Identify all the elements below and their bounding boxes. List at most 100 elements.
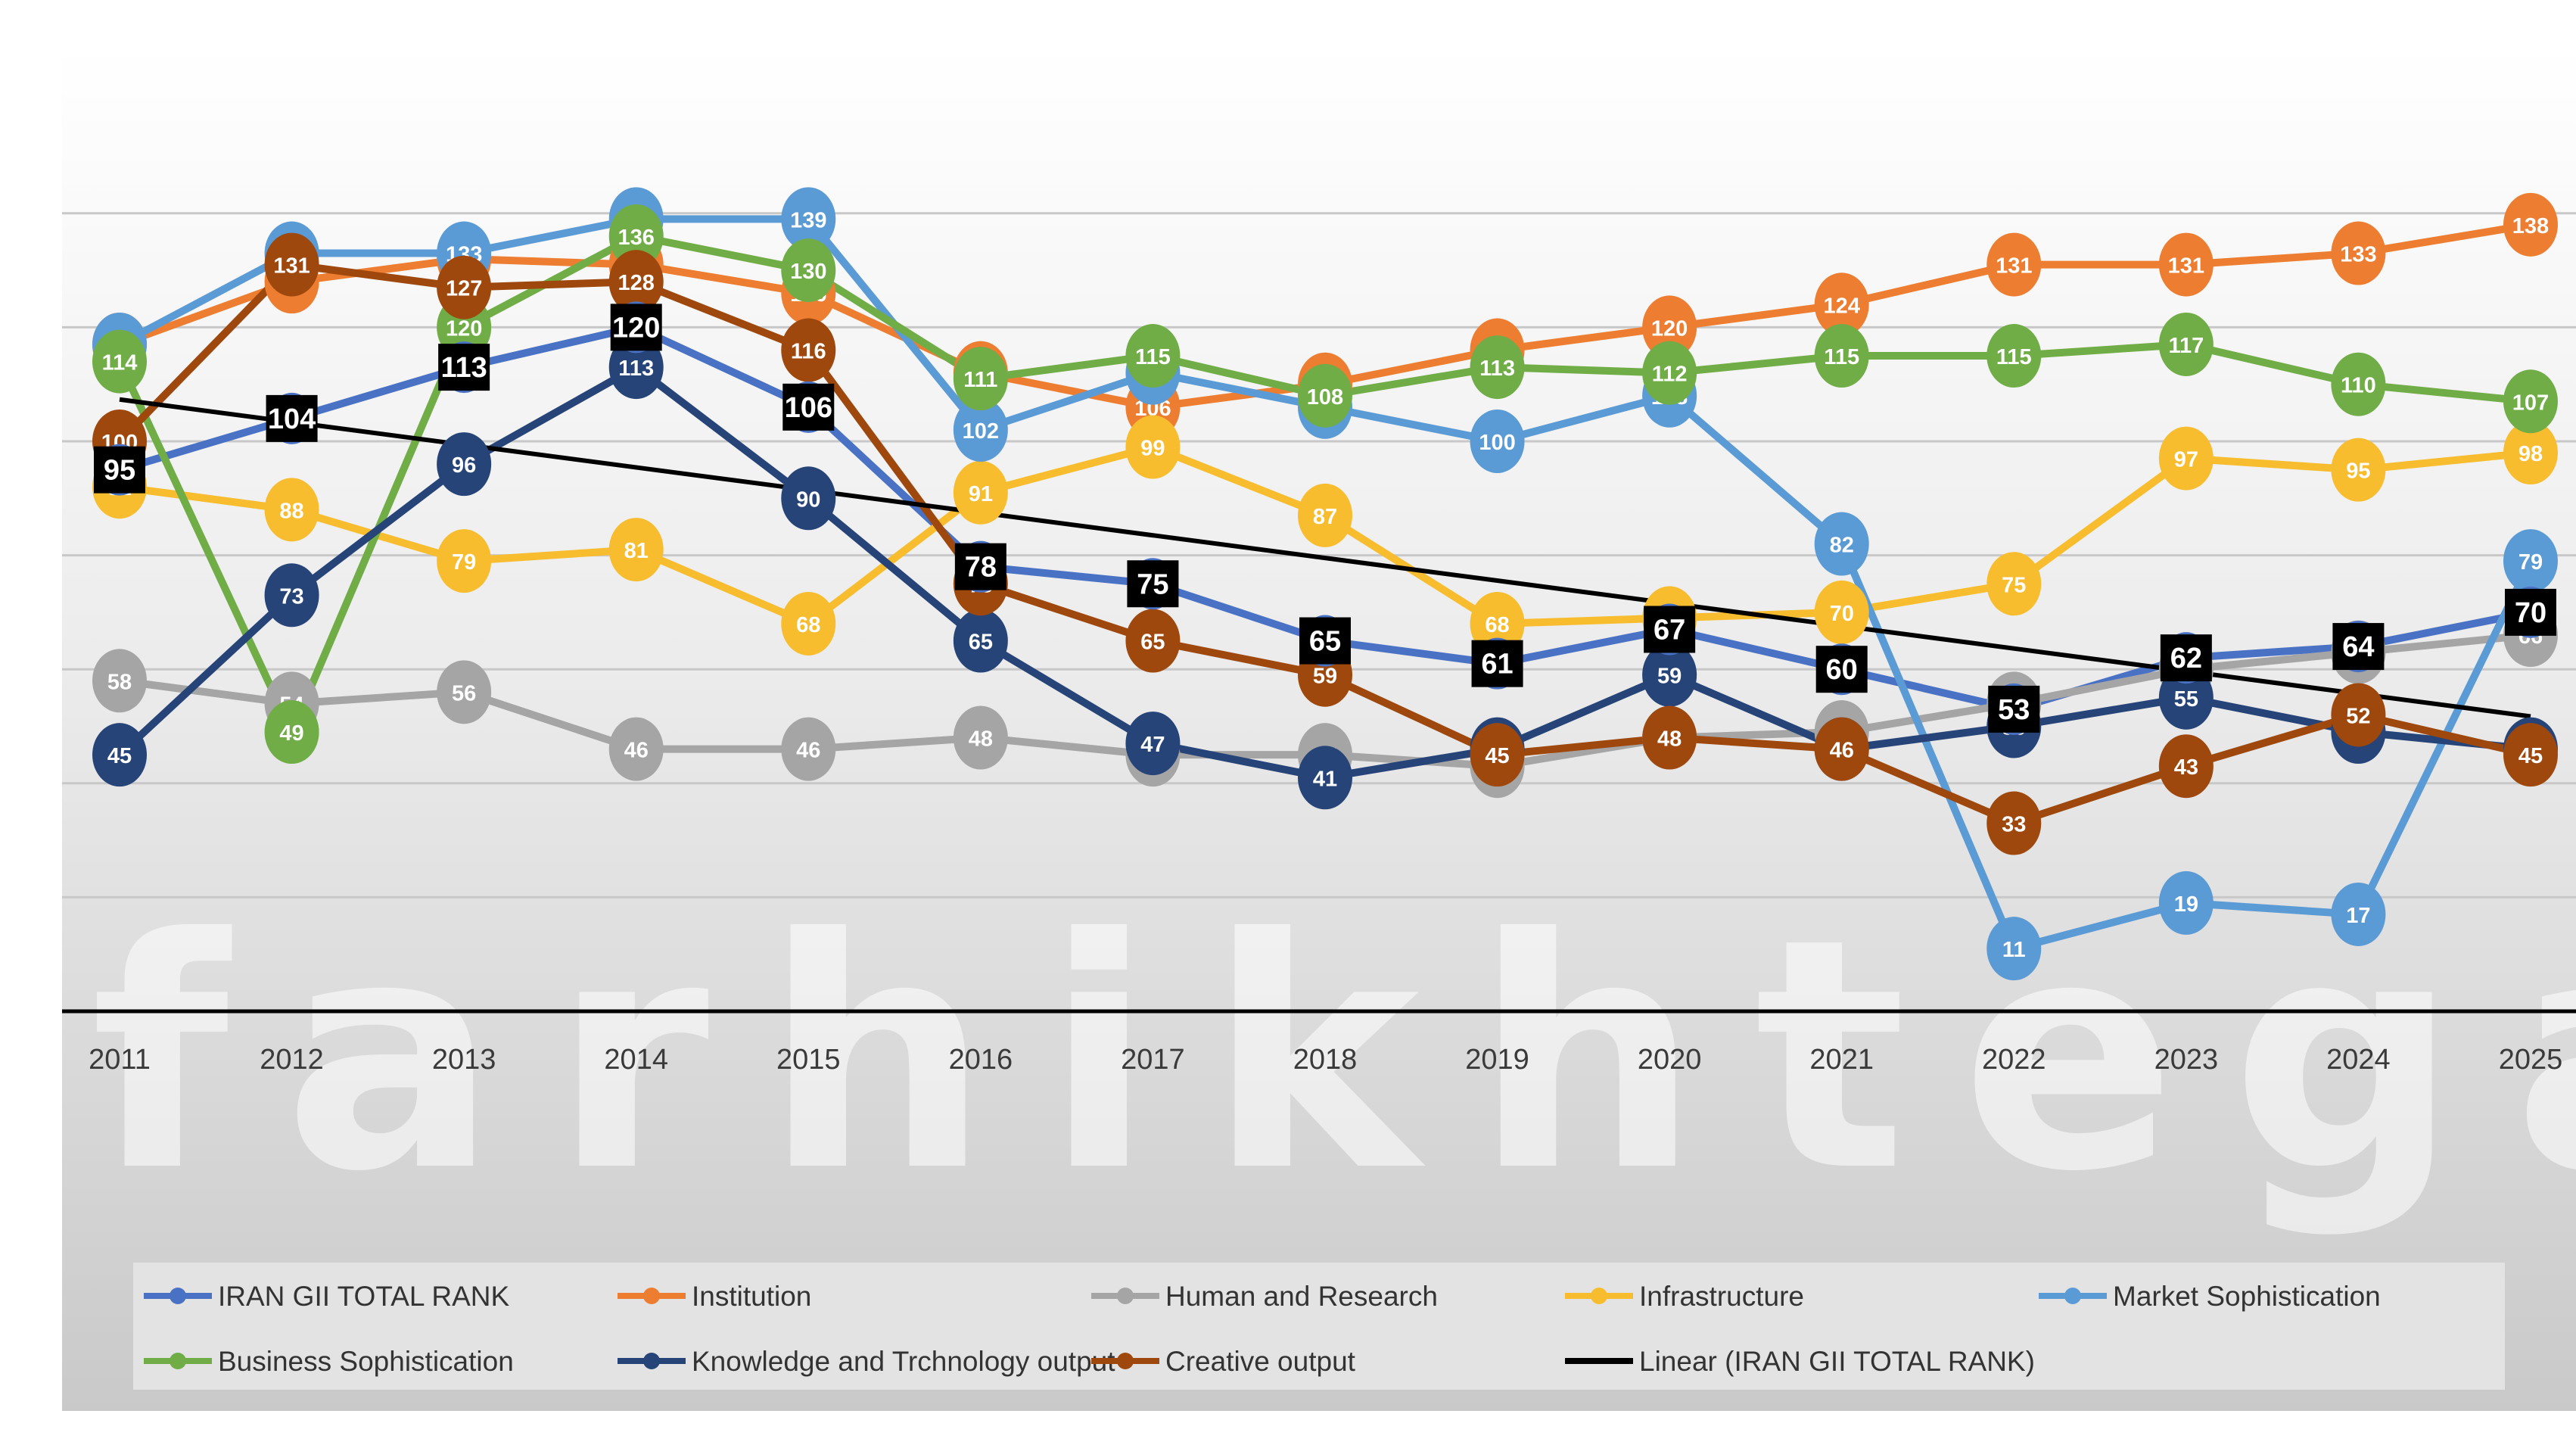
data-label-business-sophistication: 115 bbox=[1135, 345, 1171, 369]
data-label-knowledge-and-trchnology-output: 65 bbox=[969, 631, 993, 655]
data-label-infrastructure: 95 bbox=[2346, 459, 2370, 484]
data-point-creative-output bbox=[1125, 609, 1181, 673]
data-point-human-and-research bbox=[608, 717, 664, 781]
data-point-business-sophistication bbox=[2331, 352, 2386, 416]
data-label-business-sophistication: 49 bbox=[279, 721, 303, 746]
data-label-creative-output: 45 bbox=[1485, 744, 1509, 768]
data-label-knowledge-and-trchnology-output: 41 bbox=[1313, 767, 1337, 791]
data-point-infrastructure bbox=[1986, 552, 2042, 616]
legend-marker bbox=[1117, 1288, 1134, 1304]
data-label-iran-gii-total-rank: 104 bbox=[268, 403, 316, 435]
data-label-box bbox=[1988, 685, 2040, 733]
data-point-infrastructure bbox=[1814, 580, 1869, 644]
data-label-market-sophistication: 139 bbox=[790, 208, 826, 232]
legend-label: Human and Research bbox=[1165, 1281, 1438, 1312]
legend-label: Institution bbox=[692, 1281, 811, 1312]
data-label-iran-gii-total-rank: 62 bbox=[2170, 643, 2202, 674]
data-point-market-sophistication bbox=[2158, 870, 2214, 935]
data-point-infrastructure bbox=[2158, 426, 2214, 490]
data-label-business-sophistication: 115 bbox=[1824, 345, 1859, 369]
data-label-business-sophistication: 110 bbox=[2341, 374, 2376, 398]
x-tick-label: 2020 bbox=[1638, 1044, 1702, 1076]
data-label-market-sophistication: 102 bbox=[963, 419, 999, 444]
legend-label: Infrastructure bbox=[1639, 1281, 1804, 1312]
data-label-box bbox=[1127, 560, 1179, 608]
data-point-institution bbox=[2331, 221, 2386, 285]
data-label-market-sophistication: 79 bbox=[2518, 550, 2543, 575]
data-point-knowledge-and-trchnology-output bbox=[1297, 746, 1352, 810]
x-tick-label: 2022 bbox=[1982, 1044, 2046, 1076]
data-label-human-and-research: 58 bbox=[107, 670, 132, 694]
data-label-iran-gii-total-rank: 70 bbox=[2515, 597, 2546, 629]
data-point-market-sophistication bbox=[1470, 410, 1525, 473]
x-tick-label: 2015 bbox=[776, 1044, 841, 1076]
data-label-box bbox=[1299, 617, 1351, 665]
data-label-box bbox=[1644, 606, 1696, 653]
data-label-institution: 138 bbox=[2512, 214, 2549, 238]
data-label-human-and-research: 46 bbox=[624, 739, 649, 763]
data-point-human-and-research bbox=[953, 705, 1008, 770]
data-point-knowledge-and-trchnology-output bbox=[1642, 643, 1697, 707]
x-tick-labels: 2011 2012 2013 2014 2015 2016 2017 2018 2019 2020… bbox=[89, 1044, 2562, 1076]
data-point-human-and-research bbox=[781, 717, 836, 781]
data-point-business-sophistication bbox=[1125, 324, 1181, 388]
data-label-iran-gii-total-rank: 120 bbox=[612, 312, 660, 344]
data-label-market-sophistication: 11 bbox=[2002, 938, 2026, 962]
legend-marker bbox=[643, 1353, 660, 1369]
data-point-market-sophistication bbox=[1986, 917, 2042, 981]
data-label-business-sophistication: 115 bbox=[1996, 345, 2032, 369]
data-label-iran-gii-total-rank: 67 bbox=[1654, 614, 1685, 646]
data-point-creative-output bbox=[1986, 791, 2042, 855]
data-point-creative-output bbox=[1814, 717, 1869, 781]
data-point-infrastructure bbox=[1470, 591, 1525, 656]
data-point-business-sophistication bbox=[608, 204, 664, 268]
data-label-infrastructure: 98 bbox=[2518, 442, 2543, 466]
data-label-iran-gii-total-rank: 106 bbox=[785, 392, 832, 424]
data-point-creative-output bbox=[437, 255, 492, 319]
data-label-box bbox=[2332, 623, 2385, 671]
data-label-institution: 124 bbox=[1824, 294, 1860, 318]
data-label-business-sophistication: 114 bbox=[102, 351, 138, 375]
data-label-infrastructure: 68 bbox=[1485, 613, 1509, 637]
data-point-knowledge-and-trchnology-output bbox=[92, 723, 147, 787]
legend-marker bbox=[1117, 1353, 1134, 1369]
data-label-knowledge-and-trchnology-output: 47 bbox=[1140, 733, 1165, 757]
data-point-knowledge-and-trchnology-output bbox=[1125, 712, 1181, 776]
data-label-iran-gii-total-rank: 75 bbox=[1137, 568, 1168, 600]
data-point-business-sophistication bbox=[1470, 335, 1525, 400]
data-point-creative-output bbox=[264, 232, 319, 297]
data-label-box bbox=[1815, 646, 1868, 693]
data-label-box bbox=[2504, 588, 2556, 636]
data-point-creative-output bbox=[2158, 734, 2214, 799]
data-point-market-sophistication bbox=[2503, 529, 2558, 593]
data-point-infrastructure bbox=[608, 518, 664, 582]
data-label-creative-output: 52 bbox=[2346, 704, 2370, 728]
data-label-institution: 131 bbox=[1996, 254, 2032, 279]
trendline-layer bbox=[119, 397, 2531, 719]
data-point-business-sophistication bbox=[953, 347, 1008, 411]
data-label-human-and-research: 56 bbox=[452, 681, 476, 705]
data-point-creative-output bbox=[2503, 723, 2558, 787]
data-label-knowledge-and-trchnology-output: 59 bbox=[1657, 665, 1682, 689]
data-point-market-sophistication bbox=[2331, 882, 2386, 946]
data-point-infrastructure bbox=[2503, 421, 2558, 485]
data-label-creative-output: 116 bbox=[791, 340, 826, 364]
data-label-business-sophistication: 120 bbox=[446, 316, 482, 341]
legend: IRAN GII TOTAL RANK Institution Human and … bbox=[133, 1263, 2505, 1390]
x-tick-label: 2013 bbox=[432, 1044, 496, 1076]
data-label-iran-gii-total-rank: 53 bbox=[1998, 694, 2030, 726]
data-point-knowledge-and-trchnology-output bbox=[437, 432, 492, 497]
data-label-box bbox=[610, 304, 662, 351]
data-label-business-sophistication: 113 bbox=[1479, 357, 1515, 381]
data-label-knowledge-and-trchnology-output: 113 bbox=[618, 357, 654, 381]
data-point-creative-output bbox=[781, 318, 836, 382]
data-point-institution bbox=[1814, 272, 1869, 337]
x-tick-label: 2019 bbox=[1465, 1044, 1529, 1076]
legend-label: Linear (IRAN GII TOTAL RANK) bbox=[1639, 1346, 2035, 1377]
data-label-box bbox=[266, 394, 318, 442]
data-label-creative-output: 59 bbox=[1313, 665, 1337, 689]
legend-marker bbox=[643, 1288, 660, 1304]
data-point-knowledge-and-trchnology-output bbox=[264, 563, 319, 628]
